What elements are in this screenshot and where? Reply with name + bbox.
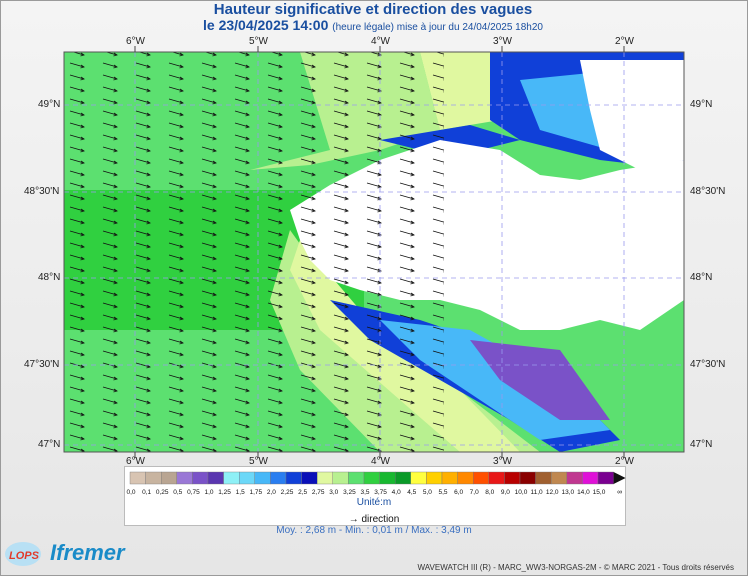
graticule xyxy=(64,52,684,452)
lat-label-right: 48°30'N xyxy=(690,186,726,197)
lat-label-left: 49°N xyxy=(38,99,61,110)
update-note: (heure légale) mise à jour du 24/04/2025… xyxy=(332,22,543,33)
unit-label: Unité:m xyxy=(356,497,392,508)
ifremer-text: Ifremer xyxy=(50,540,125,565)
direction-arrows xyxy=(64,52,444,452)
ifremer-logo: Ifremer xyxy=(50,540,125,566)
map-border xyxy=(63,51,685,453)
lon-label-top: 4°W xyxy=(371,36,390,47)
map-date: le 23/04/2025 14:00 (heure légale) mise … xyxy=(0,17,746,33)
lon-label-bottom: 5°W xyxy=(249,456,268,467)
lat-label-right: 47°30'N xyxy=(690,359,726,370)
lat-label-left: 48°30'N xyxy=(24,186,60,197)
lon-label-bottom: 2°W xyxy=(615,456,634,467)
lon-label-bottom: 6°W xyxy=(126,456,145,467)
lat-label-left: 47°N xyxy=(38,439,61,450)
direction-label: direction xyxy=(361,514,400,525)
date-label: le 23/04/2025 14:00 xyxy=(203,17,329,33)
credit-line: WAVEWATCH III (R) - MARC_WW3-NORGAS-2M -… xyxy=(417,563,734,572)
lat-label-right: 49°N xyxy=(690,99,713,110)
lat-label-left: 47°30'N xyxy=(24,359,60,370)
stats-line: Moy. : 2,68 m - Min. : 0,01 m / Max. : 3… xyxy=(276,525,472,536)
lat-label-right: 47°N xyxy=(690,439,713,450)
lat-label-left: 48°N xyxy=(38,272,61,283)
lon-label-top: 2°W xyxy=(615,36,634,47)
map-title: Hauteur significative et direction des v… xyxy=(213,1,533,18)
lon-label-bottom: 4°W xyxy=(371,456,390,467)
lon-label-top: 6°W xyxy=(126,36,145,47)
arrow-icon: → xyxy=(348,514,359,525)
lops-text: LOPS xyxy=(9,550,40,562)
lat-label-right: 48°N xyxy=(690,272,713,283)
lon-label-top: 5°W xyxy=(249,36,268,47)
lops-logo: LOPS xyxy=(3,540,43,568)
lon-label-bottom: 3°W xyxy=(493,456,512,467)
direction-legend: → direction xyxy=(0,514,748,525)
lon-label-top: 3°W xyxy=(493,36,512,47)
